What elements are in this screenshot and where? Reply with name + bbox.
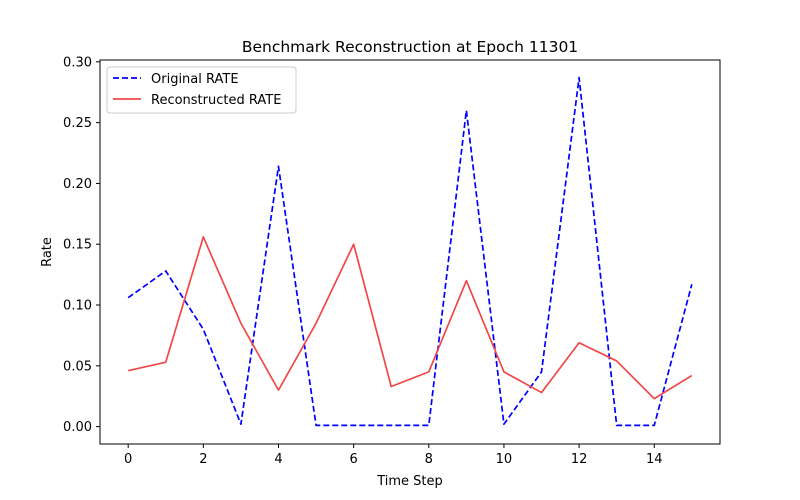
x-tick-label: 0 (124, 452, 132, 467)
series-layer (127, 76, 693, 427)
y-axis-ticks: 0.00 0.05 0.10 0.15 0.20 0.25 0.30 (63, 55, 100, 435)
y-tick-label: 0.30 (63, 55, 92, 70)
y-tick-label: 0.15 (63, 238, 92, 253)
x-axis-label: Time Step (376, 474, 443, 489)
y-tick-label: 0.00 (63, 420, 92, 435)
y-tick-label: 0.25 (63, 116, 92, 131)
x-tick-label: 4 (274, 452, 282, 467)
y-axis-label: Rate (40, 237, 55, 267)
x-tick-label: 12 (571, 452, 588, 467)
legend-label-original-rate: Original RATE (151, 72, 239, 87)
y-tick-label: 0.20 (63, 177, 92, 192)
y-tick-label: 0.10 (63, 299, 92, 314)
plot-frame (99, 59, 721, 445)
series-line-original-rate (127, 76, 693, 427)
series-line-reconstructed-rate (127, 236, 693, 400)
y-tick-label: 0.05 (63, 359, 92, 374)
x-tick-label: 2 (199, 452, 207, 467)
chart-title: Benchmark Reconstruction at Epoch 11301 (242, 38, 578, 56)
x-axis-ticks: 0 2 4 6 8 10 12 14 (124, 444, 663, 467)
x-tick-label: 14 (646, 452, 663, 467)
x-tick-label: 6 (349, 452, 357, 467)
legend-label-reconstructed-rate: Reconstructed RATE (151, 93, 281, 108)
legend: Original RATE Reconstructed RATE (106, 66, 297, 114)
legend-box (106, 66, 297, 114)
x-tick-label: 10 (496, 452, 513, 467)
x-tick-label: 8 (425, 452, 433, 467)
